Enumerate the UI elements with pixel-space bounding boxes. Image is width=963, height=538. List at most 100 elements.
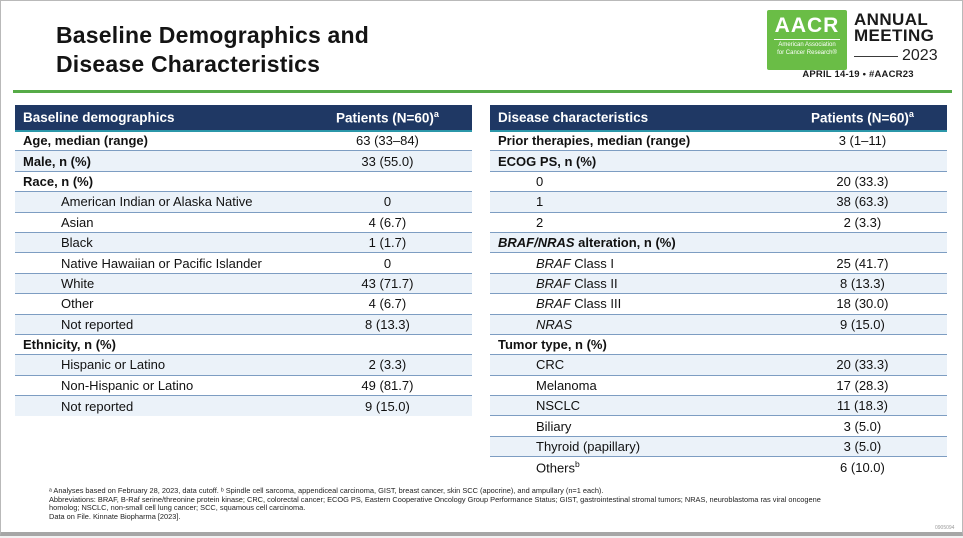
row-value: 8 (13.3) bbox=[840, 275, 885, 291]
annual-meeting-line2: MEETING bbox=[854, 26, 935, 46]
row-label: Melanoma bbox=[536, 377, 597, 393]
table-row: 0 20 (33.3) bbox=[490, 171, 947, 191]
row-value: 17 (28.3) bbox=[836, 377, 889, 393]
row-value: 3 (5.0) bbox=[843, 439, 882, 455]
baseline-demographics-header: Baseline demographics bbox=[15, 105, 303, 132]
footnote-line: homolog; NSCLC, non-small cell lung canc… bbox=[49, 503, 306, 513]
row-label: Othersb bbox=[536, 459, 580, 476]
row-value: 63 (33–84) bbox=[356, 133, 419, 149]
table-row: NSCLC 11 (18.3) bbox=[490, 395, 947, 416]
row-value: 6 (10.0) bbox=[840, 459, 885, 475]
page-title: Baseline Demographics and Disease Charac… bbox=[56, 21, 369, 79]
row-value: 38 (63.3) bbox=[836, 194, 889, 210]
aacr-logo-acronym: AACR bbox=[774, 14, 840, 37]
table-row: Asian 4 (6.7) bbox=[15, 212, 472, 232]
row-label: Black bbox=[61, 235, 93, 251]
row-label: Thyroid (papillary) bbox=[536, 439, 641, 455]
row-label: CRC bbox=[536, 357, 565, 373]
row-label: Tumor type, n (%) bbox=[498, 337, 607, 353]
row-value bbox=[778, 334, 947, 354]
table-row: BRAF Class II 8 (13.3) bbox=[490, 273, 947, 294]
row-value: 49 (81.7) bbox=[361, 377, 414, 393]
row-value bbox=[778, 151, 947, 171]
row-label: BRAF Class III bbox=[536, 296, 622, 312]
row-label: NRAS bbox=[536, 316, 573, 332]
row-label: Male, n (%) bbox=[23, 153, 91, 169]
footnote-line: Abbreviations: BRAF, B-Raf serine/threon… bbox=[49, 494, 821, 504]
row-value bbox=[303, 171, 472, 191]
row-value bbox=[778, 232, 947, 252]
table-row: NRAS 9 (15.0) bbox=[490, 314, 947, 335]
table-row: BRAF/NRAS alteration, n (%) bbox=[490, 232, 947, 253]
row-label: Asian bbox=[61, 214, 94, 230]
row-label: Age, median (range) bbox=[23, 133, 148, 149]
table-row: Not reported 8 (13.3) bbox=[15, 314, 472, 335]
disease-characteristics-header: Disease characteristics bbox=[490, 105, 778, 132]
row-value: 2 (3.3) bbox=[368, 357, 407, 373]
row-value: 4 (6.7) bbox=[368, 214, 407, 230]
meeting-year: 2023 bbox=[902, 47, 938, 65]
row-label: Non-Hispanic or Latino bbox=[61, 377, 194, 393]
row-label: BRAF Class II bbox=[536, 275, 618, 291]
row-value: 9 (15.0) bbox=[840, 316, 885, 332]
row-label: Hispanic or Latino bbox=[61, 357, 166, 373]
table-header-row: Disease characteristics Patients (N=60)a bbox=[490, 105, 947, 132]
table-row: BRAF Class III 18 (30.0) bbox=[490, 293, 947, 314]
row-label: ECOG PS, n (%) bbox=[498, 153, 597, 169]
title-divider-rule bbox=[13, 90, 952, 93]
table-row: American Indian or Alaska Native 0 bbox=[15, 191, 472, 213]
row-value: 0 bbox=[383, 255, 392, 271]
row-value: 20 (33.3) bbox=[836, 173, 889, 189]
row-value: 9 (15.0) bbox=[365, 398, 410, 414]
patients-count-label: Patients (N=60) bbox=[335, 110, 434, 126]
table-row: Other 4 (6.7) bbox=[15, 293, 472, 314]
row-value: 25 (41.7) bbox=[836, 255, 889, 271]
row-label: 2 bbox=[536, 214, 544, 230]
meeting-date-hashtag: APRIL 14-19 • #AACR23 bbox=[802, 69, 914, 80]
patients-count-label: Patients (N=60) bbox=[810, 110, 909, 126]
row-label: Race, n (%) bbox=[23, 173, 94, 189]
table-row: 1 38 (63.3) bbox=[490, 191, 947, 213]
row-value: 11 (18.3) bbox=[836, 398, 888, 414]
table-row: Male, n (%) 33 (55.0) bbox=[15, 150, 472, 172]
row-label: NSCLC bbox=[536, 398, 581, 414]
table-row: Othersb 6 (10.0) bbox=[490, 456, 947, 477]
footnote-line: Data on File. Kinnate Biopharma [2023]. bbox=[49, 511, 181, 521]
footnote-marker-a: a bbox=[433, 109, 439, 119]
row-label: Prior therapies, median (range) bbox=[498, 133, 691, 149]
row-value: 0 bbox=[383, 194, 392, 210]
row-label: Native Hawaiian or Pacific Islander bbox=[61, 255, 262, 271]
footnote-line: ᵃ Analyses based on February 28, 2023, d… bbox=[49, 486, 604, 495]
table-row: White 43 (71.7) bbox=[15, 273, 472, 294]
row-label: 0 bbox=[536, 173, 544, 189]
year-rule bbox=[854, 55, 898, 58]
row-label: Ethnicity, n (%) bbox=[23, 337, 116, 353]
aacr-logo-org-line1: American Association bbox=[778, 42, 836, 48]
meeting-year-row: 2023 bbox=[854, 47, 938, 65]
row-label: BRAF/NRAS alteration, n (%) bbox=[498, 235, 676, 251]
table-row: Biliary 3 (5.0) bbox=[490, 415, 947, 436]
table-row: 2 2 (3.3) bbox=[490, 212, 947, 232]
row-value: 1 (1.7) bbox=[368, 235, 407, 251]
table-row: ECOG PS, n (%) bbox=[490, 150, 947, 172]
row-label: Not reported bbox=[61, 398, 134, 414]
row-value: 3 (5.0) bbox=[843, 418, 882, 434]
patients-count-header: Patients (N=60)a bbox=[777, 105, 947, 132]
row-value: 8 (13.3) bbox=[365, 316, 410, 332]
table-row: Race, n (%) bbox=[15, 171, 472, 191]
table-row: Tumor type, n (%) bbox=[490, 334, 947, 354]
table-row: Age, median (range) 63 (33–84) bbox=[15, 131, 472, 151]
table-header-row: Baseline demographics Patients (N=60)a bbox=[15, 105, 472, 132]
table-row: CRC 20 (33.3) bbox=[490, 354, 947, 376]
table-row: Non-Hispanic or Latino 49 (81.7) bbox=[15, 375, 472, 395]
table-row: Thyroid (papillary) 3 (5.0) bbox=[490, 436, 947, 457]
table-row: Prior therapies, median (range) 3 (1–11) bbox=[490, 131, 947, 151]
row-label: Other bbox=[61, 296, 94, 312]
row-value: 20 (33.3) bbox=[836, 357, 889, 373]
table-row: BRAF Class I 25 (41.7) bbox=[490, 252, 947, 273]
page-title-line1: Baseline Demographics and bbox=[56, 22, 370, 48]
row-value: 4 (6.7) bbox=[368, 296, 407, 312]
row-value: 33 (55.0) bbox=[361, 153, 414, 169]
row-value bbox=[303, 334, 472, 354]
row-value: 18 (30.0) bbox=[836, 296, 889, 312]
